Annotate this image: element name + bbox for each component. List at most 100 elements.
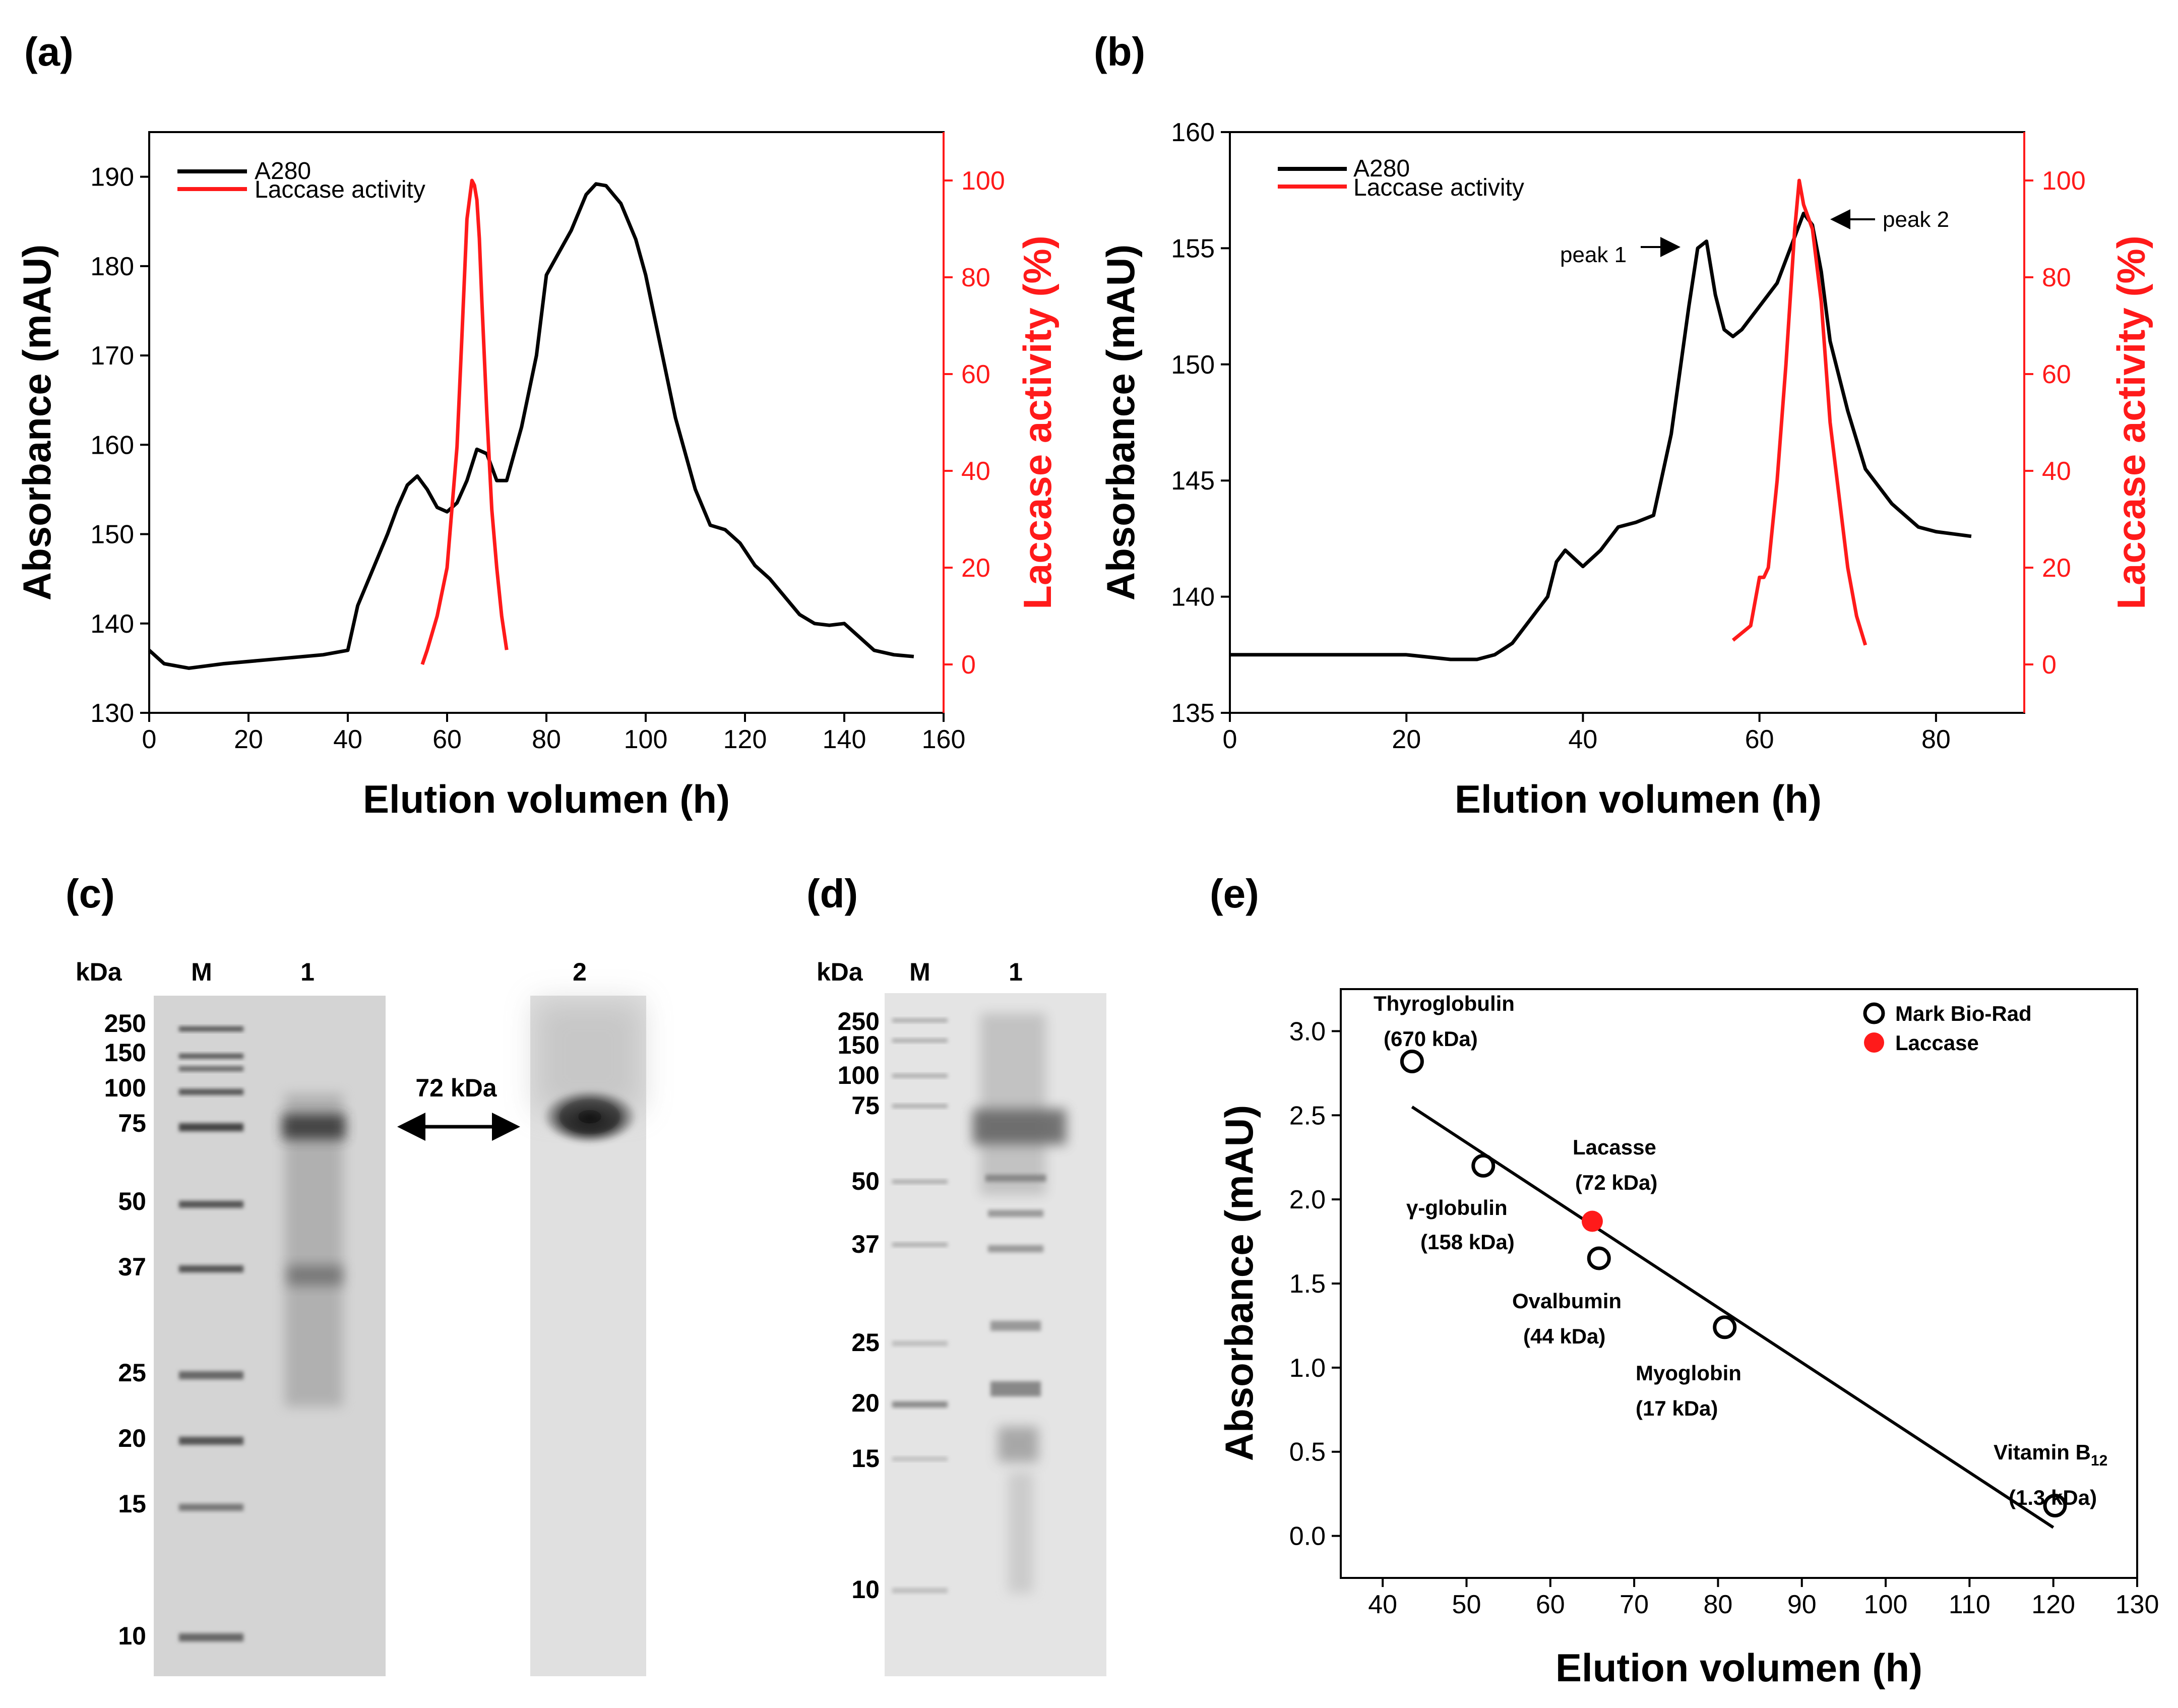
gel-d-lane-1-bands — [973, 1013, 1066, 1593]
y2-tick-label-b-80: 80 — [2042, 263, 2071, 292]
legend-marker-bio-rad — [1863, 1002, 1885, 1024]
x-tick-label-e-80: 80 — [1703, 1590, 1732, 1619]
ladder-d — [892, 1018, 948, 1593]
x-tick-label-e-120: 120 — [2031, 1590, 2075, 1619]
gel-d-lane-1: 1 — [1009, 958, 1023, 986]
x-axis-title-e: Elution volumen (h) — [1555, 1645, 1922, 1690]
ladder-band-125 — [179, 1066, 243, 1071]
gel-d-marker-75: 75 — [851, 1091, 880, 1120]
y-tick-label-e-0: 0.0 — [1289, 1522, 1326, 1551]
chart-e: 40 50 60 70 80 90 100 110 120 130 0.0 0.5 1.0 1.5 2.0 2… — [1217, 988, 2159, 1690]
y-tick-label-e-0.5: 0.5 — [1289, 1438, 1326, 1467]
y-tick-label-b-155: 155 — [1171, 234, 1215, 263]
chart-b: 0 20 40 60 80135140145150155160020406080100 … — [1098, 118, 2153, 821]
gel-c: kDa M 1 2 250 150 100 — [76, 958, 646, 1676]
y-tick-label-a-180: 180 — [90, 252, 134, 281]
y-tick-label-e-1: 1.0 — [1289, 1354, 1326, 1383]
y-tick-label-a-130: 130 — [90, 699, 134, 728]
y-tick-label-a-140: 140 — [90, 609, 134, 639]
ladder-band-250 — [179, 1026, 243, 1031]
y-tick-label-a-190: 190 — [90, 163, 134, 192]
x-axis-title-b: Elution volumen (h) — [1455, 777, 1822, 821]
standard-point-thyroglobulin — [1400, 1049, 1424, 1073]
series-b-a280 — [1230, 211, 1972, 661]
label-thyroglobulin: Thyroglobulin — [1374, 992, 1515, 1015]
y2-tick-label-b-100: 100 — [2042, 166, 2086, 196]
legend-a: A280 Laccase activity — [177, 158, 425, 203]
ladder-band-25 — [179, 1371, 243, 1379]
gel-c-marker-25: 25 — [118, 1359, 146, 1387]
label-lacasse-size: (72 kDa) — [1575, 1171, 1657, 1194]
gel-d-lane1-band-d — [990, 1321, 1041, 1331]
gel-c-marker-75: 75 — [118, 1109, 146, 1137]
x-tick-label-a-60: 60 — [432, 725, 462, 754]
y2-tick-label-a-100: 100 — [961, 166, 1005, 196]
label-thyroglobulin-size: (670 kDa) — [1384, 1027, 1478, 1051]
legend-label-laccase: Laccase — [1895, 1031, 1979, 1055]
y2-tick-label-b-20: 20 — [2042, 554, 2071, 583]
x-tick-label-e-90: 90 — [1787, 1590, 1817, 1619]
gel-d-marker-labels: 250 150 100 75 50 37 25 20 15 10 — [838, 1007, 880, 1604]
gel-d: kDa M 1 250 150 — [817, 958, 1106, 1676]
y2-tick-label-a-0: 0 — [961, 650, 976, 680]
ladder-d-band-37 — [892, 1243, 948, 1247]
y2-axis-title-a: Laccase activity (%) — [1015, 235, 1060, 609]
gel-d-lane1-band-f — [998, 1427, 1038, 1462]
y-tick-label-e-2: 2.0 — [1289, 1185, 1326, 1214]
label-gamma-globulin-size: (158 kDa) — [1420, 1230, 1515, 1254]
annotation-peak-2: peak 2 — [1883, 207, 1949, 232]
gel-c-marker-15: 15 — [118, 1490, 146, 1518]
ladder-d-band-15 — [892, 1457, 948, 1461]
x-axis-title-a: Elution volumen (h) — [363, 777, 730, 821]
standard-point-vitamin-b — [2043, 1494, 2067, 1518]
panel-label-a: (a) — [24, 29, 74, 74]
gel-d-marker-250: 250 — [838, 1007, 880, 1035]
legend-e: Mark Bio-Rad Laccase — [1863, 1002, 2032, 1055]
legend-marker-laccase — [1864, 1032, 1884, 1053]
gel-c-lane-1-smear — [285, 1094, 343, 1407]
ladder-band-75 — [179, 1123, 243, 1131]
gel-c-unit: kDa — [76, 958, 122, 986]
gel-c-lane-1-band-72 — [282, 1114, 345, 1139]
y-axis-title-b: Absorbance (mAU) — [1098, 245, 1143, 600]
x-tick-label-b-20: 20 — [1392, 725, 1421, 754]
gel-c-lane-2: 2 — [573, 958, 587, 986]
y2-axis-title-b: Laccase activity (%) — [2109, 235, 2153, 609]
gel-d-lane1-band-c — [988, 1245, 1043, 1252]
x-tick-label-e-40: 40 — [1368, 1590, 1397, 1619]
label-vitamin-b12-name: Vitamin B — [1994, 1440, 2091, 1464]
y2-tick-label-b-60: 60 — [2042, 360, 2071, 389]
x-tick-label-e-130: 130 — [2115, 1590, 2159, 1619]
gel-d-marker-100: 100 — [838, 1061, 880, 1089]
x-tick-label-a-0: 0 — [142, 725, 157, 754]
panel-label-d: (d) — [806, 871, 858, 916]
label-myoglobin: Myoglobin — [1636, 1361, 1741, 1385]
y2-tick-label-a-20: 20 — [961, 554, 990, 583]
gel-c-lane-2-haze — [534, 1001, 643, 1112]
x-tick-label-a-80: 80 — [532, 725, 561, 754]
y-tick-label-a-150: 150 — [90, 520, 134, 550]
ladder-d-band-100 — [892, 1074, 948, 1078]
y-tick-label-a-160: 160 — [90, 431, 134, 460]
label-myoglobin-size: (17 kDa) — [1636, 1396, 1718, 1420]
y-tick-label-e-1.5: 1.5 — [1289, 1269, 1326, 1299]
gel-c-marker-labels: 250 150 100 75 50 37 25 20 15 10 — [104, 1009, 146, 1650]
label-vitamin-b12: Vitamin B12 — [1994, 1440, 2107, 1469]
x-tick-label-e-50: 50 — [1452, 1590, 1481, 1619]
y-tick-label-b-135: 135 — [1171, 699, 1215, 728]
standard-point-ovalbumin — [1587, 1246, 1611, 1270]
gel-c-marker-150: 150 — [104, 1039, 146, 1067]
standard-labels-e: Thyroglobulin (670 kDa) γ-globulin (158 … — [1374, 992, 2107, 1509]
gel-d-lane1-band-e — [990, 1381, 1041, 1396]
legend-b: A280 Laccase activity — [1278, 155, 1524, 201]
label-ovalbumin: Ovalbumin — [1512, 1289, 1622, 1313]
ladder-d-band-75 — [892, 1104, 948, 1108]
x-tick-label-e-70: 70 — [1620, 1590, 1649, 1619]
label-gamma-globulin: γ-globulin — [1406, 1196, 1508, 1219]
standard-point-myoglobin — [1713, 1315, 1737, 1339]
x-tick-label-a-20: 20 — [234, 725, 263, 754]
legend-label-laccase: Laccase activity — [255, 176, 425, 203]
x-tick-label-a-120: 120 — [723, 725, 767, 754]
x-tick-label-b-0: 0 — [1223, 725, 1237, 754]
